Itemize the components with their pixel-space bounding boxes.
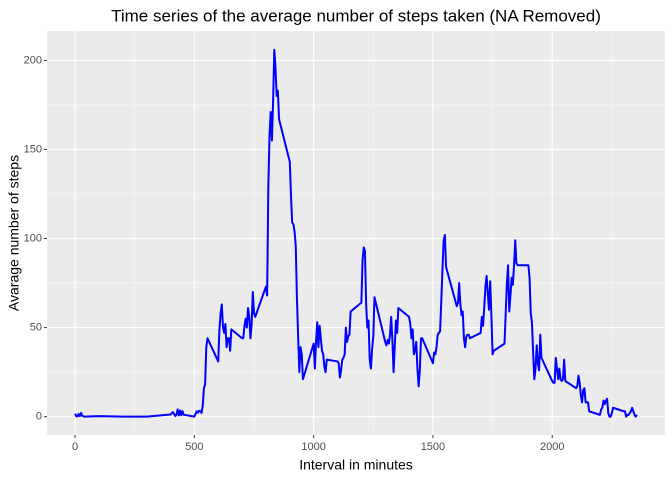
x-tick-label: 500 <box>185 441 203 453</box>
data-line <box>74 48 638 418</box>
x-tick-label: 0 <box>72 441 78 453</box>
x-tick-label: 1500 <box>421 441 445 453</box>
y-tick-label: 150 <box>24 143 42 155</box>
chart-title: Time series of the average number of ste… <box>111 6 601 25</box>
y-tick-label: 200 <box>24 54 42 66</box>
grid <box>47 31 665 435</box>
panel <box>47 31 665 435</box>
y-tick-label: 50 <box>30 321 42 333</box>
y-axis-title: Avarage number of steps <box>6 155 22 311</box>
x-axis-title: Interval in minutes <box>299 457 413 473</box>
y-tick-label: 0 <box>36 411 42 423</box>
x-tick-label: 2000 <box>540 441 564 453</box>
y-tick-label: 100 <box>24 232 42 244</box>
marks <box>74 48 638 418</box>
x-tick-label: 1000 <box>301 441 325 453</box>
